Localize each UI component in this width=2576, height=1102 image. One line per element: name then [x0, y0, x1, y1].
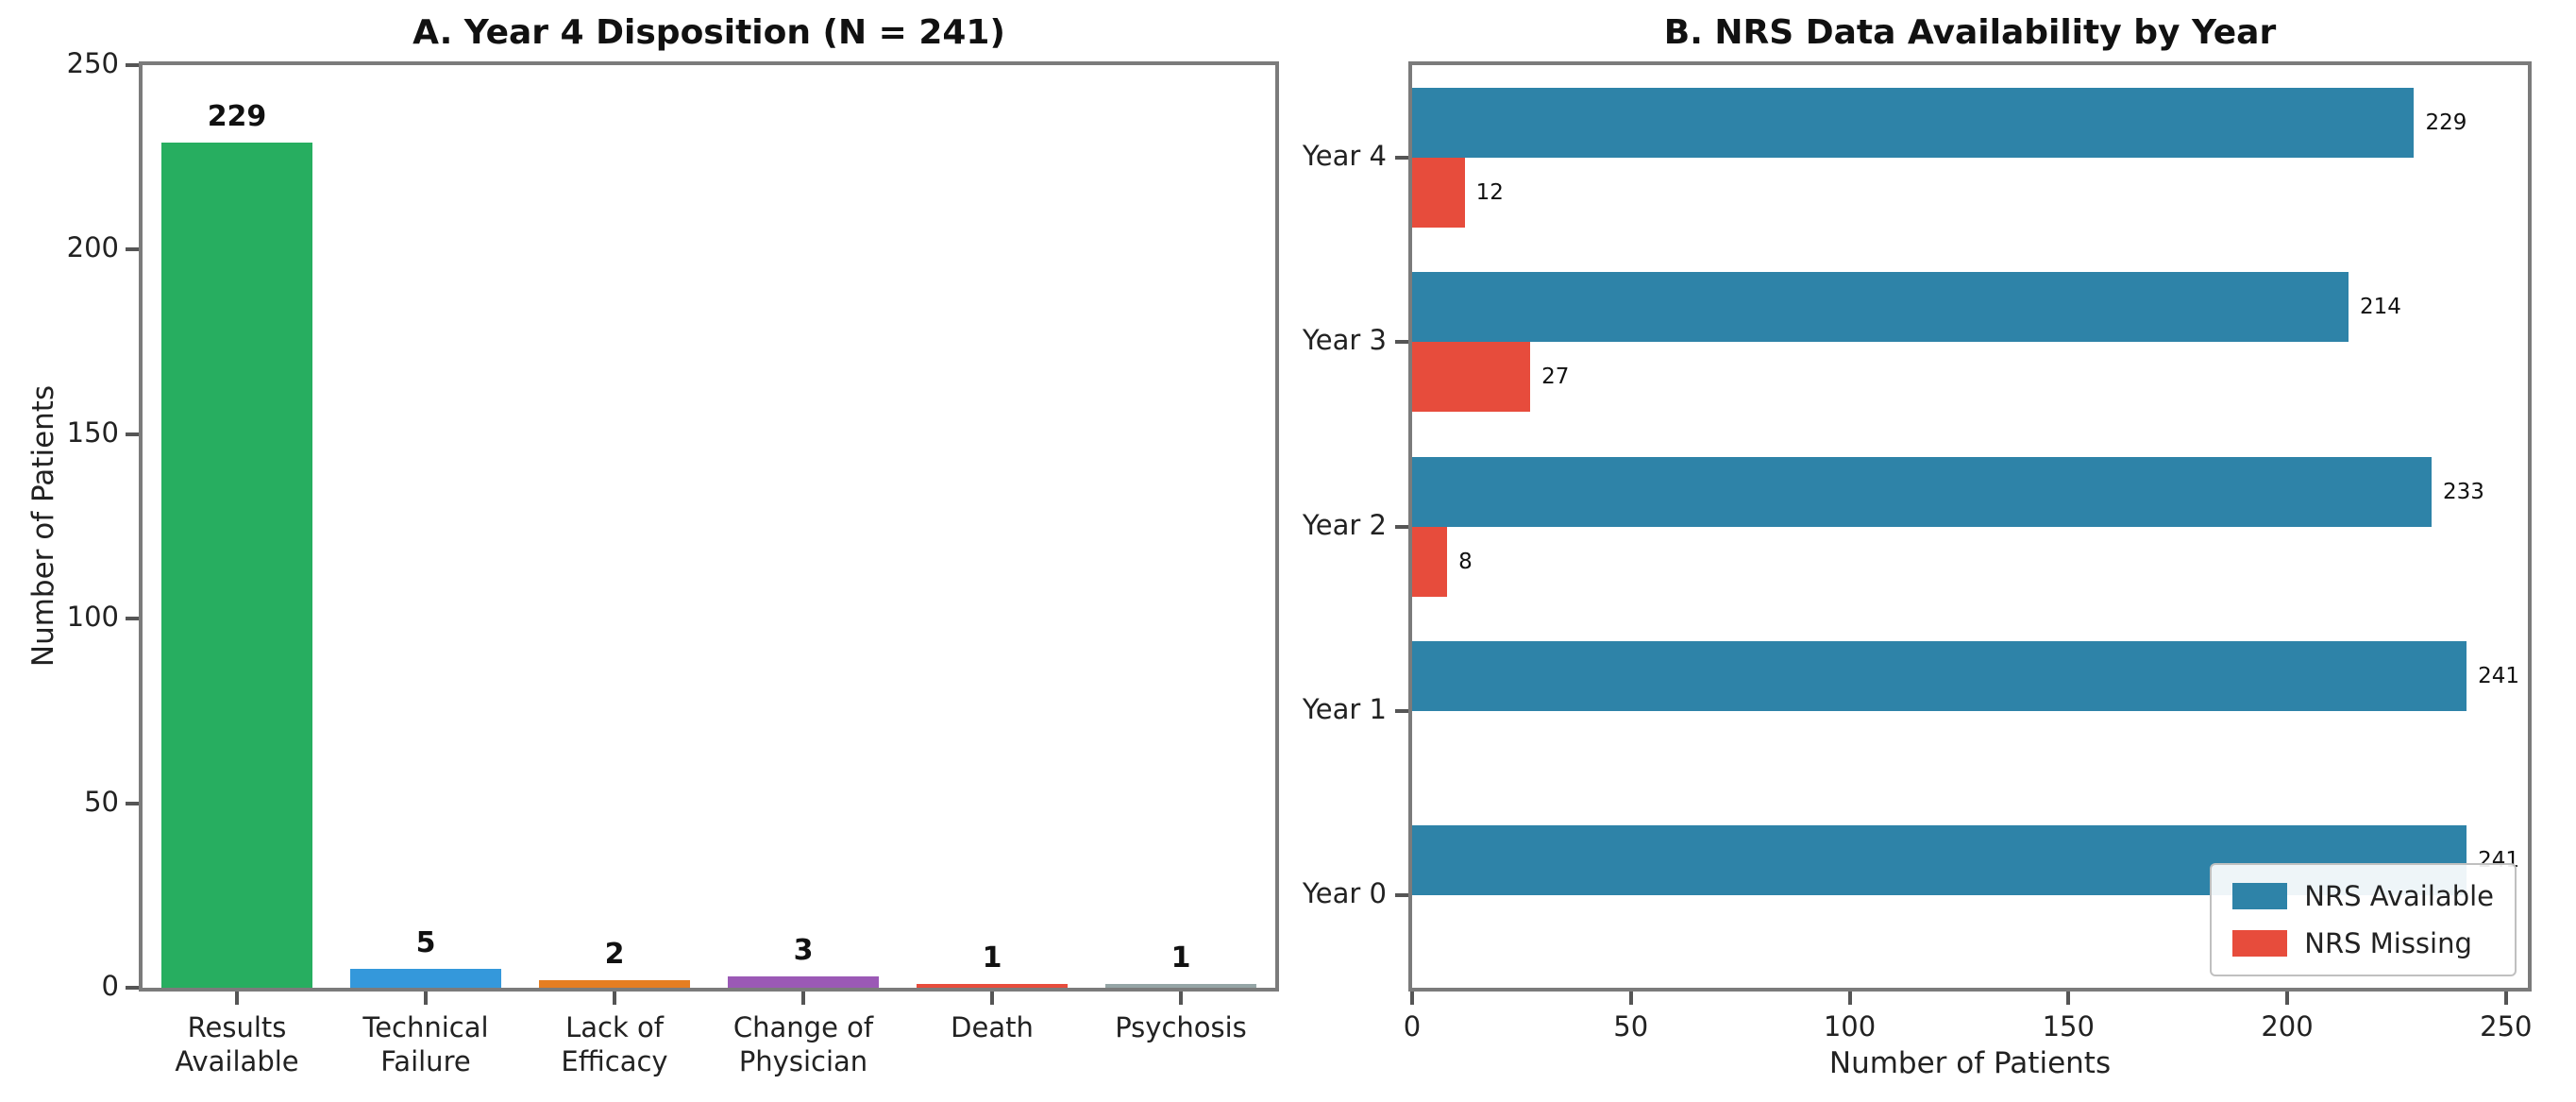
y-tick [126, 63, 139, 67]
category-label-results-available: Results Available [175, 1011, 299, 1077]
x-tick [2066, 992, 2071, 1005]
panel-b-x-axis-label: Number of Patients [1828, 1046, 2112, 1080]
y-tick-label-year-2: Year 2 [1302, 508, 1387, 541]
y-tick-label-year-3: Year 3 [1302, 324, 1387, 357]
y-tick [126, 432, 139, 436]
x-tick-label: 200 [2261, 1010, 2314, 1043]
legend-swatch-nrs-available [2232, 883, 2288, 909]
bar-value-label: 229 [2425, 110, 2467, 135]
bar-year-4-nrs-missing [1412, 157, 1465, 228]
legend-item-nrs-missing: NRS Missing [2232, 927, 2494, 959]
category-label-technical-failure: Technical Failure [362, 1011, 489, 1077]
bar-value-label: 12 [1475, 179, 1504, 205]
y-tick [126, 801, 139, 805]
category-label-death: Death [951, 1011, 1034, 1043]
bar-value-label: 1 [1170, 941, 1191, 975]
bar-psychosis [1105, 984, 1256, 988]
x-tick [2503, 992, 2508, 1005]
y-tick [126, 617, 139, 621]
bar-year-2-nrs-available [1412, 456, 2433, 527]
legend-label: NRS Missing [2304, 927, 2472, 959]
y-tick-label: 150 [66, 415, 119, 449]
x-tick [1410, 992, 1414, 1005]
bar-value-label: 8 [1458, 549, 1473, 574]
x-tick-label: 250 [2480, 1010, 2533, 1043]
bar-value-label: 233 [2443, 479, 2484, 504]
x-tick-label: 100 [1823, 1010, 1877, 1043]
panel-a-axes: 0 50 100 150 200 250 229 Results Available 5 Techn… [67, 47, 1279, 1077]
x-tick [235, 992, 239, 1005]
bar-year-3-nrs-missing [1412, 342, 1531, 413]
x-tick [1847, 992, 1852, 1005]
y-tick-label: 0 [101, 970, 119, 1002]
x-tick-label: 0 [1403, 1010, 1422, 1043]
bar-change-of-physician [728, 976, 879, 988]
y-tick-label-year-4: Year 4 [1302, 139, 1387, 172]
y-tick-label-year-1: Year 1 [1302, 692, 1387, 725]
bar-year-2-nrs-missing [1412, 526, 1448, 597]
bar-death [917, 984, 1068, 988]
bar-year-3-nrs-available [1412, 272, 2349, 343]
bar-value-label: 2 [604, 938, 625, 972]
bar-technical-failure [350, 969, 501, 988]
x-tick [2285, 992, 2290, 1005]
category-label-lack-of-efficacy: Lack of Efficacy [561, 1011, 668, 1077]
y-tick [126, 247, 139, 252]
bar-value-label: 1 [982, 941, 1002, 975]
bar-value-label: 241 [2478, 663, 2519, 688]
y-tick-label: 250 [66, 47, 119, 79]
x-tick [613, 992, 616, 1005]
y-tick [1395, 893, 1408, 898]
legend-label: NRS Available [2304, 880, 2494, 912]
bar-results-available [161, 143, 312, 988]
y-tick [1395, 524, 1408, 529]
panel-a-title: A. Year 4 Disposition (N = 241) [412, 13, 1005, 52]
y-tick [126, 986, 139, 990]
x-tick [1179, 992, 1183, 1005]
y-tick [1395, 708, 1408, 713]
y-tick-label: 50 [84, 785, 119, 818]
bar-value-label: 229 [207, 100, 267, 134]
legend-item-nrs-available: NRS Available [2232, 880, 2494, 912]
bar-lack-of-efficacy [539, 980, 690, 988]
category-label-psychosis: Psychosis [1115, 1011, 1247, 1043]
bar-year-1-nrs-available [1412, 640, 2467, 711]
y-tick-label: 200 [66, 231, 119, 264]
y-tick [1395, 155, 1408, 160]
legend: NRS Available NRS Missing [2210, 863, 2517, 976]
y-tick-label-year-0: Year 0 [1302, 877, 1387, 910]
bar-year-4-nrs-available [1412, 87, 2415, 158]
bar-value-label: 3 [793, 934, 814, 968]
bar-value-label: 214 [2359, 295, 2401, 320]
x-tick [1628, 992, 1633, 1005]
y-tick [1395, 340, 1408, 345]
panel-b-title: B. NRS Data Availability by Year [1663, 13, 2277, 52]
x-tick-label: 150 [2042, 1010, 2095, 1043]
legend-swatch-nrs-missing [2232, 930, 2288, 957]
category-label-change-of-physician: Change of Physician [732, 1011, 874, 1077]
y-tick-label: 100 [66, 601, 119, 634]
panel-b-axes: NRS Available NRS Missing 0 50 100 150 200 25… [1303, 61, 2532, 1043]
x-tick-label: 50 [1613, 1010, 1649, 1043]
bar-value-label: 27 [1541, 365, 1570, 390]
x-tick [424, 992, 428, 1005]
bar-value-label: 5 [415, 926, 436, 960]
x-tick [990, 992, 994, 1005]
x-tick [801, 992, 805, 1005]
